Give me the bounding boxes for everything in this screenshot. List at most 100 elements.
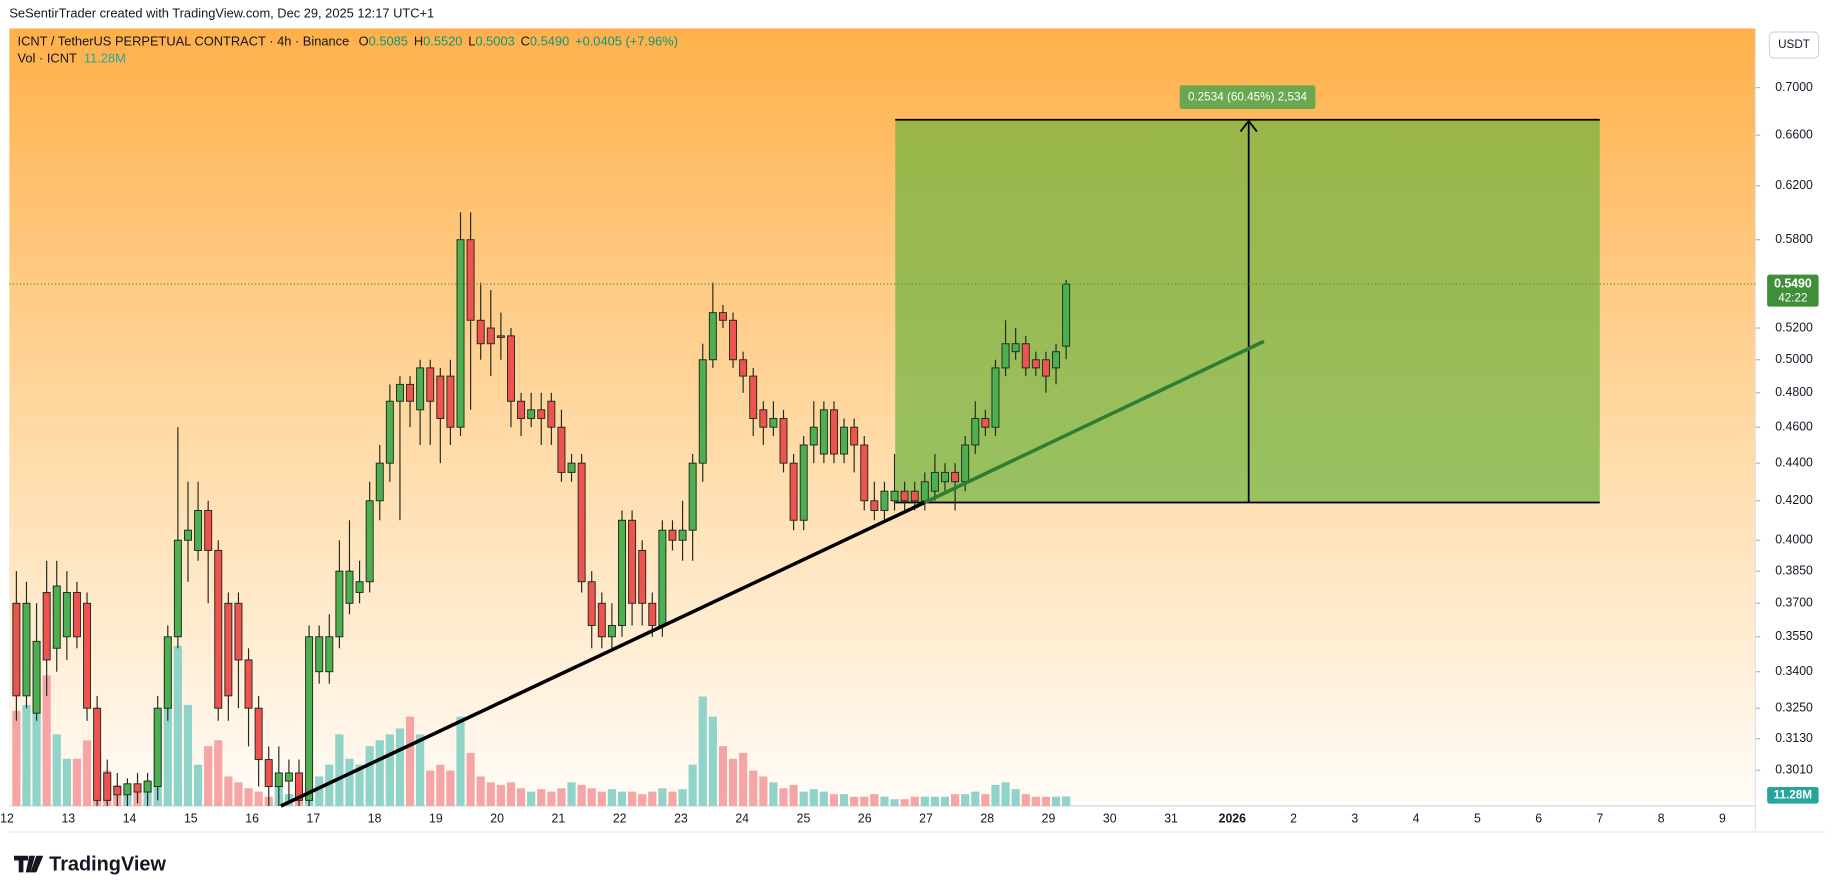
candle-body: [375, 462, 384, 502]
candle-body: [920, 481, 929, 502]
volume-bar: [183, 704, 193, 806]
volume-bar: [506, 782, 516, 806]
volume-bar: [607, 789, 617, 806]
volume-legend-name: Vol · ICNT: [18, 51, 77, 66]
volume-bar: [1011, 789, 1020, 806]
volume-legend-value: 11.28M: [84, 51, 126, 66]
candle-body: [698, 359, 707, 464]
volume-bar: [587, 788, 596, 806]
candle-body: [930, 471, 939, 492]
volume-bar: [930, 796, 940, 806]
candle-body: [1062, 283, 1071, 347]
volume-bar: [920, 796, 929, 806]
volume-bar: [799, 791, 808, 806]
countdown-label: 42:22: [1778, 291, 1807, 304]
volume-bar: [819, 791, 828, 806]
candle-body: [547, 400, 556, 428]
y-tick-label: 0.4200: [1775, 493, 1813, 507]
x-tick-label: 4: [1413, 811, 1420, 825]
x-tick-label: 27: [919, 811, 933, 825]
candle-body: [1011, 343, 1020, 353]
ohlc-label: C: [521, 34, 530, 49]
volume-bar: [345, 758, 354, 806]
volume-bar: [597, 791, 606, 806]
volume-bar: [981, 794, 990, 806]
volume-bar: [527, 791, 536, 806]
volume-bar: [749, 770, 758, 806]
candle-body: [62, 591, 71, 638]
candle-body: [93, 707, 102, 801]
volume-bar: [516, 788, 526, 806]
candle-body: [123, 783, 132, 796]
ohlc-value: 0.5490: [530, 34, 569, 49]
candle-body: [658, 529, 667, 626]
header: SeSentirTrader created with TradingView.…: [9, 6, 434, 21]
volume-bar: [42, 675, 51, 806]
candle-body: [819, 409, 828, 455]
volume-bar: [1031, 796, 1040, 806]
volume-bar: [728, 758, 738, 806]
candle-body: [628, 519, 637, 604]
volume-bar: [72, 758, 82, 806]
y-tick-label: 0.4800: [1775, 385, 1813, 399]
volume-bar: [315, 776, 324, 806]
volume-bar: [82, 740, 92, 806]
volume-bar: [789, 784, 798, 806]
volume-bar: [961, 794, 970, 806]
x-tick-label: 8: [1658, 811, 1665, 825]
candle-body: [83, 602, 92, 709]
volume-bar: [426, 770, 435, 806]
last-price-box: [1767, 274, 1819, 307]
position-label-box: [1179, 85, 1316, 110]
candle-body: [870, 500, 879, 511]
volume-bar: [365, 746, 374, 806]
candle-body: [325, 636, 334, 673]
candle-body: [72, 591, 81, 638]
volume-bar: [628, 791, 637, 806]
candle-body: [173, 539, 182, 638]
currency-button[interactable]: [1768, 31, 1820, 59]
y-tick-label: 0.3250: [1775, 700, 1813, 714]
volume-bar: [557, 788, 566, 806]
volume-bar: [910, 796, 919, 806]
y-tick-label: 0.3550: [1775, 629, 1813, 643]
volume-bar: [1062, 796, 1071, 806]
last-price-label: 0.5490: [1774, 276, 1812, 290]
candle-body: [395, 383, 404, 402]
candle-body: [183, 529, 192, 541]
volume-bar: [405, 716, 415, 806]
candle-body: [638, 549, 647, 604]
volume-bar: [648, 791, 657, 806]
candle-body: [224, 602, 233, 697]
last-volume-box: [1767, 786, 1819, 804]
x-tick-label: 26: [858, 811, 872, 825]
volume-bar: [486, 782, 495, 806]
candle-body: [769, 417, 778, 428]
candle-body: [708, 312, 717, 361]
candle-body: [900, 490, 909, 502]
volume-legend: Vol · ICNT 11.28M: [18, 51, 126, 66]
candle-body: [789, 462, 798, 521]
candle-body: [22, 602, 31, 697]
candle-body: [52, 585, 61, 649]
volume-bar: [375, 740, 384, 806]
x-tick-label: 6: [1535, 811, 1542, 825]
candle-body: [42, 591, 51, 661]
volume-bar: [335, 734, 344, 806]
candle-body: [234, 602, 243, 661]
x-tick-label: 30: [1103, 811, 1117, 825]
volume-bar: [466, 752, 475, 806]
x-tick-label: 2: [1290, 811, 1297, 825]
ohlc-label: H: [414, 34, 423, 49]
candle-body: [829, 409, 838, 455]
x-tick-label: 19: [429, 811, 443, 825]
y-tick-label: 0.5200: [1775, 320, 1813, 334]
candle-body: [133, 783, 142, 793]
volume-bar: [395, 728, 405, 806]
candle-body: [648, 602, 657, 626]
candle-body: [668, 529, 677, 541]
volume-bar: [678, 789, 687, 806]
candle-body: [406, 383, 415, 402]
volume-bar: [1001, 782, 1010, 806]
volume-bar: [971, 791, 980, 806]
